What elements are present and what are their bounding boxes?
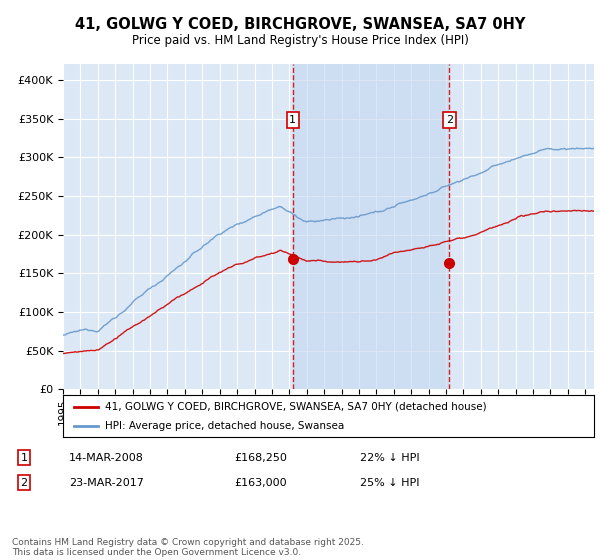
Text: Price paid vs. HM Land Registry's House Price Index (HPI): Price paid vs. HM Land Registry's House … <box>131 34 469 46</box>
Text: 2: 2 <box>446 115 453 125</box>
Text: 14-MAR-2008: 14-MAR-2008 <box>69 452 144 463</box>
Text: HPI: Average price, detached house, Swansea: HPI: Average price, detached house, Swan… <box>106 421 345 431</box>
Text: Contains HM Land Registry data © Crown copyright and database right 2025.
This d: Contains HM Land Registry data © Crown c… <box>12 538 364 557</box>
Text: 25% ↓ HPI: 25% ↓ HPI <box>360 478 419 488</box>
Text: 23-MAR-2017: 23-MAR-2017 <box>69 478 144 488</box>
Text: £168,250: £168,250 <box>234 452 287 463</box>
Text: 41, GOLWG Y COED, BIRCHGROVE, SWANSEA, SA7 0HY (detached house): 41, GOLWG Y COED, BIRCHGROVE, SWANSEA, S… <box>106 402 487 412</box>
Text: 2: 2 <box>20 478 28 488</box>
Text: 41, GOLWG Y COED, BIRCHGROVE, SWANSEA, SA7 0HY: 41, GOLWG Y COED, BIRCHGROVE, SWANSEA, S… <box>75 17 525 32</box>
Text: £163,000: £163,000 <box>234 478 287 488</box>
Text: 1: 1 <box>289 115 296 125</box>
Text: 1: 1 <box>20 452 28 463</box>
Bar <box>293 64 449 389</box>
Text: 22% ↓ HPI: 22% ↓ HPI <box>360 452 419 463</box>
